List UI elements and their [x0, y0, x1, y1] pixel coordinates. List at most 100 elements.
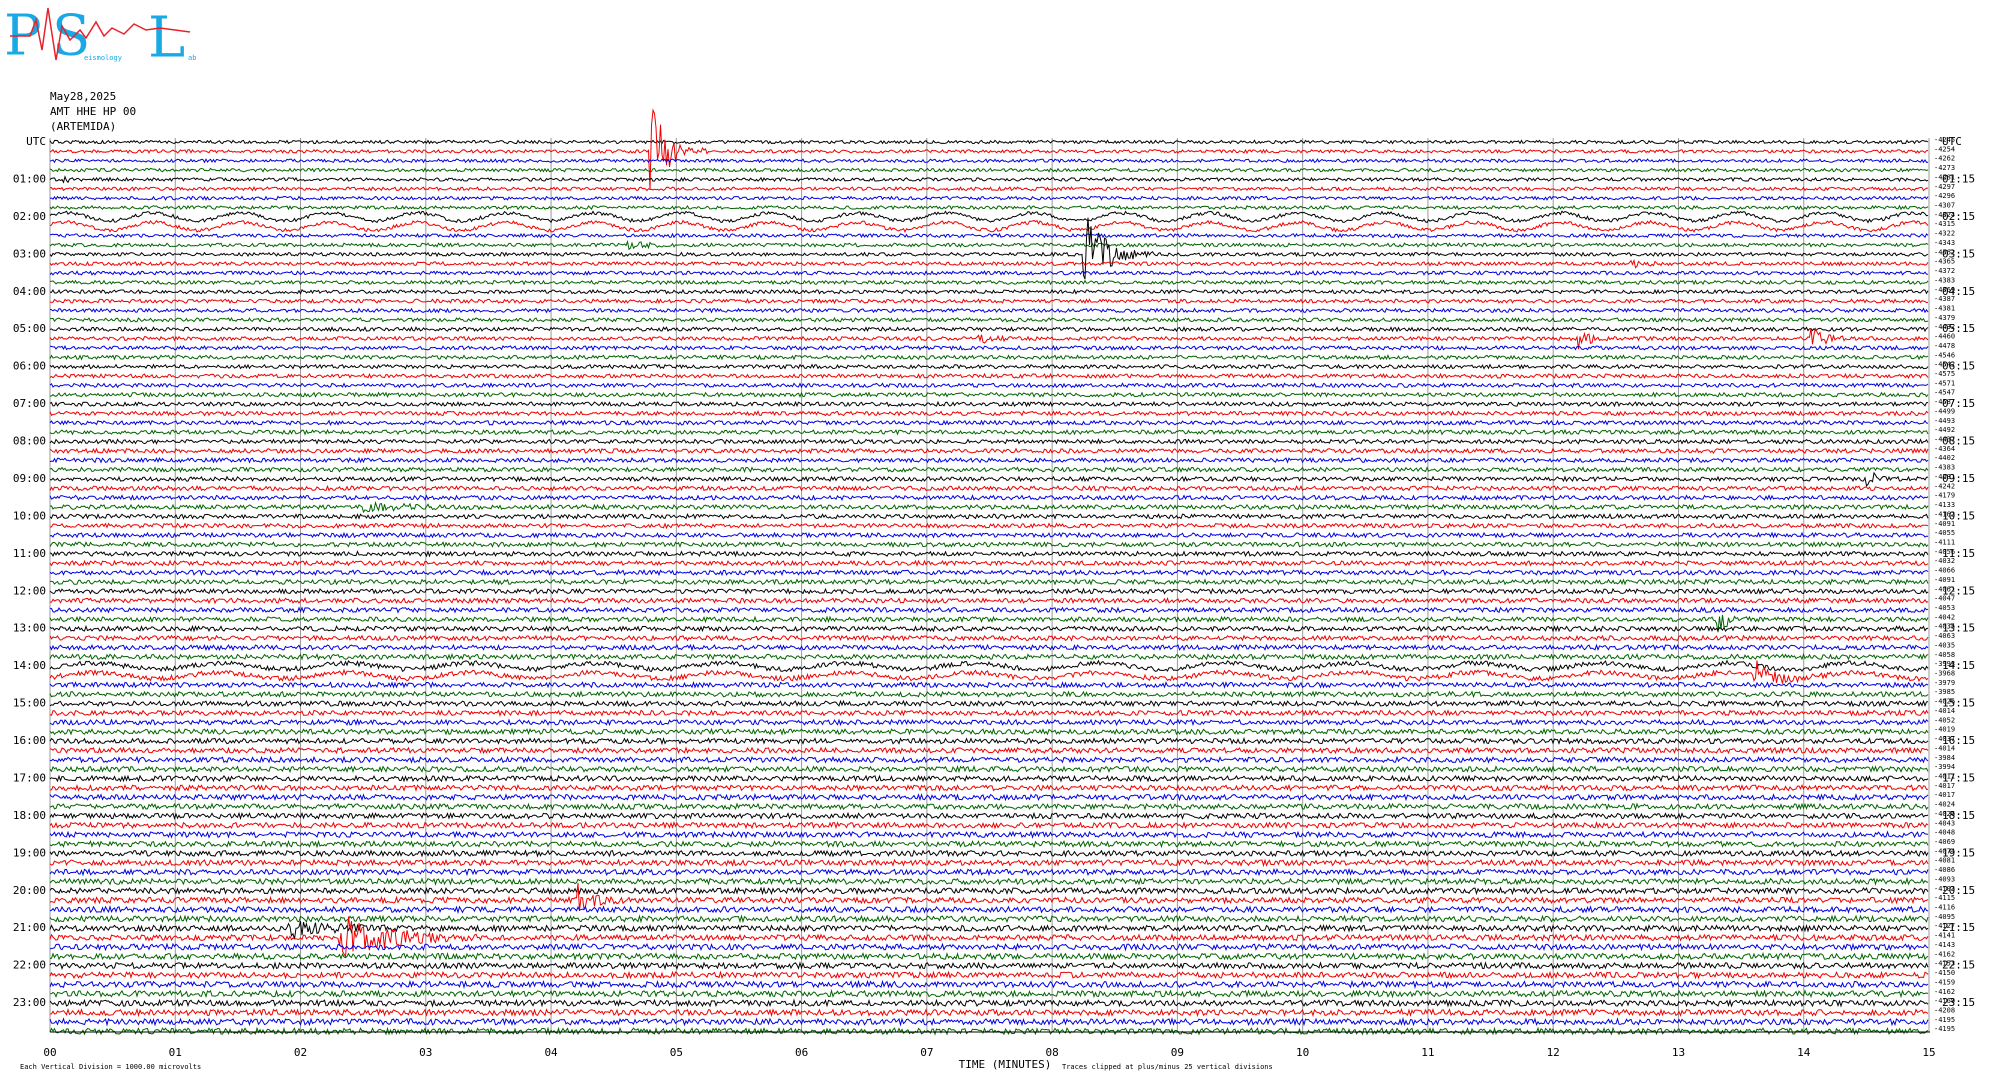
- trace: [49, 718, 1929, 727]
- trace-offset: -4542: [1934, 361, 1955, 369]
- trace: [49, 916, 1929, 959]
- trace-offset: -4245: [1934, 136, 1955, 144]
- trace: [49, 326, 1929, 333]
- logo-letter: L: [148, 6, 185, 71]
- trace: [49, 914, 1929, 924]
- trace: [49, 288, 1929, 295]
- trace-offset: -4296: [1934, 192, 1955, 200]
- x-tick-label: 06: [795, 1046, 808, 1059]
- trace: [49, 471, 1929, 487]
- trace: [49, 363, 1929, 370]
- left-time-label: 06:00: [13, 360, 46, 373]
- trace-offset: -4103: [1934, 885, 1955, 893]
- trace: [49, 354, 1929, 361]
- trace-offset: -4069: [1934, 838, 1955, 846]
- trace: [49, 587, 1929, 595]
- trace: [49, 456, 1929, 464]
- left-time-label: 17:00: [13, 771, 46, 784]
- trace: [49, 258, 1929, 269]
- location: (ARTEMIDA): [50, 120, 116, 133]
- trace: [49, 736, 1929, 746]
- trace: [49, 643, 1929, 652]
- trace: [49, 219, 1929, 233]
- trace-offset: -4460: [1934, 333, 1955, 341]
- logo-text: eismology: [84, 54, 122, 62]
- trace: [49, 157, 1929, 164]
- trace: [49, 550, 1929, 558]
- trace-offset: -4153: [1934, 960, 1955, 968]
- right-time-label: 16:15: [1942, 734, 1975, 747]
- trace: [49, 500, 1929, 514]
- left-time-label: 20:00: [13, 884, 46, 897]
- trace-offset: -4365: [1934, 258, 1955, 266]
- trace-offset: -4063: [1934, 632, 1955, 640]
- trace-offset: -4547: [1934, 389, 1955, 397]
- trace: [49, 195, 1929, 201]
- trace-offset: -4297: [1934, 183, 1955, 191]
- trace-offset: -4179: [1934, 492, 1955, 500]
- trace: [49, 400, 1929, 408]
- trace: [49, 830, 1929, 839]
- trace-offset: -4037: [1934, 735, 1955, 743]
- trace: [49, 652, 1929, 661]
- left-time-label: 02:00: [13, 210, 46, 223]
- trace: [49, 839, 1929, 849]
- trace-offset: -4052: [1934, 716, 1955, 724]
- trace-offset: -4150: [1934, 969, 1955, 977]
- x-tick-label: 13: [1672, 1046, 1685, 1059]
- trace: [49, 327, 1929, 350]
- trace-offset: -4055: [1934, 529, 1955, 537]
- left-time-label: 07:00: [13, 397, 46, 410]
- trace: [49, 746, 1929, 755]
- left-time-label: 21:00: [13, 921, 46, 934]
- trace: [49, 391, 1929, 398]
- right-time-label: 01:15: [1942, 172, 1975, 185]
- trace-offset: -3979: [1934, 679, 1955, 687]
- trace: [49, 882, 1929, 912]
- trace: [49, 886, 1929, 896]
- trace: [49, 298, 1929, 305]
- right-time-label: 18:15: [1942, 809, 1975, 822]
- trace: [49, 1026, 1929, 1036]
- right-time-label: 20:15: [1942, 884, 1975, 897]
- right-time-label: 19:15: [1942, 846, 1975, 859]
- trace-offset: -4061: [1934, 585, 1955, 593]
- trace: [49, 522, 1929, 530]
- trace-offset: -4383: [1934, 276, 1955, 284]
- trace-offset: -4273: [1934, 164, 1955, 172]
- left-time-label: 13:00: [13, 622, 46, 635]
- left-time-label: 16:00: [13, 734, 46, 747]
- trace: [49, 699, 1929, 708]
- trace-offset: -4116: [1934, 904, 1955, 912]
- trace: [49, 660, 1929, 684]
- trace: [49, 858, 1929, 868]
- trace: [49, 186, 1929, 192]
- trace-offset: -4546: [1934, 351, 1955, 359]
- trace: [49, 204, 1929, 211]
- right-time-label: 17:15: [1942, 771, 1975, 784]
- trace-offset: -4026: [1934, 698, 1955, 706]
- x-tick-label: 00: [43, 1046, 56, 1059]
- trace-offset: -4387: [1934, 295, 1955, 303]
- trace-offset: -4042: [1934, 613, 1955, 621]
- trace-offset: -4322: [1934, 230, 1955, 238]
- trace: [49, 961, 1929, 971]
- trace-offset: -4127: [1934, 922, 1955, 930]
- trace-offset: -4043: [1934, 819, 1955, 827]
- trace-offset: -4383: [1934, 464, 1955, 472]
- x-tick-label: 01: [169, 1046, 182, 1059]
- left-time-label: 09:00: [13, 472, 46, 485]
- trace-offset: -4035: [1934, 641, 1955, 649]
- right-time-label: 23:15: [1942, 996, 1975, 1009]
- trace: [49, 512, 1929, 520]
- trace: [49, 419, 1929, 427]
- trace-offset: -4053: [1934, 604, 1955, 612]
- trace: [49, 108, 1928, 190]
- trace: [49, 606, 1929, 614]
- trace-offset: -4133: [1934, 501, 1955, 509]
- trace-offset: -4086: [1934, 866, 1955, 874]
- trace-offset: -4437: [1934, 436, 1955, 444]
- left-time-label: 19:00: [13, 846, 46, 859]
- trace: [49, 382, 1929, 389]
- trace: [49, 568, 1929, 577]
